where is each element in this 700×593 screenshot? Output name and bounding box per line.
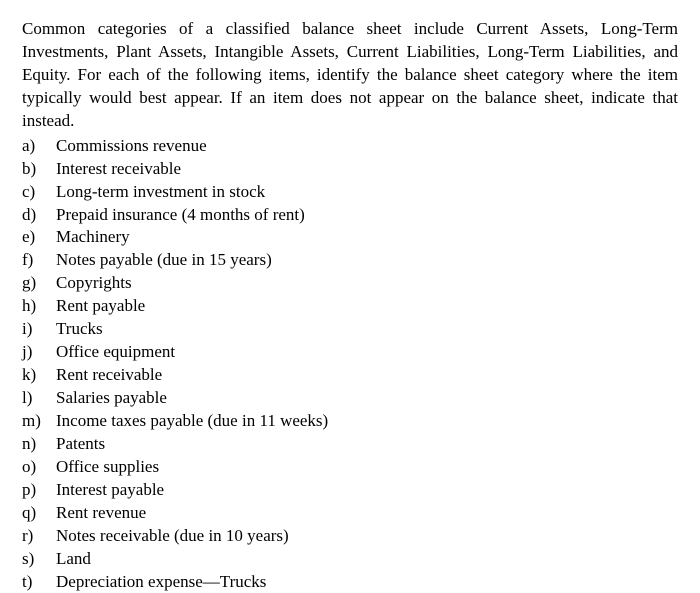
list-item: t)Depreciation expense—Trucks xyxy=(22,571,678,593)
intro-paragraph: Common categories of a classified balanc… xyxy=(22,18,678,133)
item-text: Prepaid insurance (4 months of rent) xyxy=(56,204,678,227)
item-text: Rent payable xyxy=(56,295,678,318)
item-text: Notes payable (due in 15 years) xyxy=(56,249,678,272)
item-marker: h) xyxy=(22,295,56,318)
list-item: s)Land xyxy=(22,548,678,571)
item-marker: k) xyxy=(22,364,56,387)
list-item: g)Copyrights xyxy=(22,272,678,295)
list-item: p)Interest payable xyxy=(22,479,678,502)
item-marker: q) xyxy=(22,502,56,525)
list-item: m)Income taxes payable (due in 11 weeks) xyxy=(22,410,678,433)
list-item: f)Notes payable (due in 15 years) xyxy=(22,249,678,272)
item-text: Rent revenue xyxy=(56,502,678,525)
list-item: q)Rent revenue xyxy=(22,502,678,525)
list-item: a)Commissions revenue xyxy=(22,135,678,158)
list-item: i)Trucks xyxy=(22,318,678,341)
item-marker: d) xyxy=(22,204,56,227)
item-marker: j) xyxy=(22,341,56,364)
item-marker: r) xyxy=(22,525,56,548)
item-text: Salaries payable xyxy=(56,387,678,410)
list-item: k)Rent receivable xyxy=(22,364,678,387)
item-marker: e) xyxy=(22,226,56,249)
item-marker: c) xyxy=(22,181,56,204)
list-item: e)Machinery xyxy=(22,226,678,249)
item-text: Copyrights xyxy=(56,272,678,295)
item-marker: t) xyxy=(22,571,56,593)
item-text: Rent receivable xyxy=(56,364,678,387)
item-text: Office supplies xyxy=(56,456,678,479)
item-marker: b) xyxy=(22,158,56,181)
item-marker: i) xyxy=(22,318,56,341)
item-marker: m) xyxy=(22,410,56,433)
list-item: b)Interest receivable xyxy=(22,158,678,181)
list-item: d)Prepaid insurance (4 months of rent) xyxy=(22,204,678,227)
item-text: Interest payable xyxy=(56,479,678,502)
list-item: h)Rent payable xyxy=(22,295,678,318)
item-marker: p) xyxy=(22,479,56,502)
item-marker: o) xyxy=(22,456,56,479)
item-marker: g) xyxy=(22,272,56,295)
item-marker: l) xyxy=(22,387,56,410)
item-text: Notes receivable (due in 10 years) xyxy=(56,525,678,548)
question-list: a)Commissions revenue b)Interest receiva… xyxy=(22,135,678,593)
item-text: Depreciation expense—Trucks xyxy=(56,571,678,593)
item-text: Income taxes payable (due in 11 weeks) xyxy=(56,410,678,433)
item-text: Patents xyxy=(56,433,678,456)
item-text: Long-term investment in stock xyxy=(56,181,678,204)
item-text: Machinery xyxy=(56,226,678,249)
list-item: r)Notes receivable (due in 10 years) xyxy=(22,525,678,548)
item-marker: f) xyxy=(22,249,56,272)
item-marker: s) xyxy=(22,548,56,571)
item-text: Office equipment xyxy=(56,341,678,364)
list-item: c)Long-term investment in stock xyxy=(22,181,678,204)
list-item: l)Salaries payable xyxy=(22,387,678,410)
item-text: Commissions revenue xyxy=(56,135,678,158)
item-marker: n) xyxy=(22,433,56,456)
list-item: j)Office equipment xyxy=(22,341,678,364)
list-item: o)Office supplies xyxy=(22,456,678,479)
item-text: Trucks xyxy=(56,318,678,341)
item-text: Interest receivable xyxy=(56,158,678,181)
item-text: Land xyxy=(56,548,678,571)
list-item: n)Patents xyxy=(22,433,678,456)
item-marker: a) xyxy=(22,135,56,158)
